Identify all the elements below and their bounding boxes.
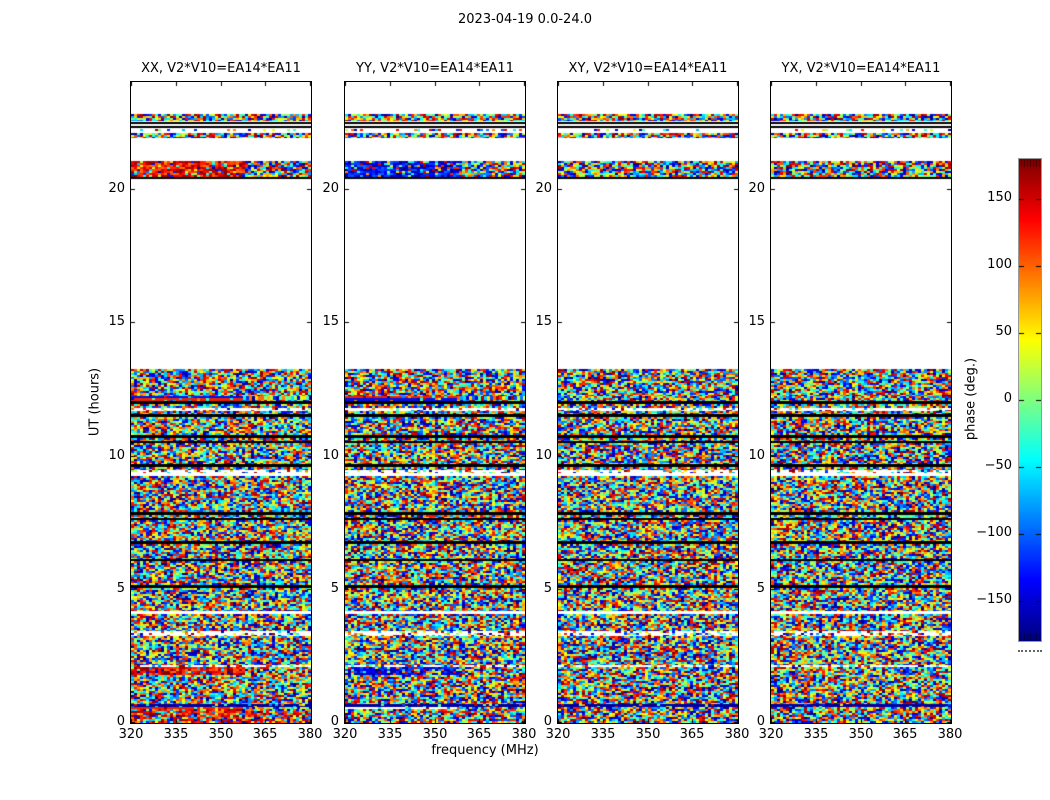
x-tick-label: 335	[590, 727, 616, 742]
y-tick-label: 5	[543, 581, 552, 596]
colorbar-extend-marks	[1018, 650, 1042, 652]
x-tick-label: 335	[377, 727, 403, 742]
x-tick-label: 335	[803, 727, 829, 742]
x-tick-label: 365	[252, 727, 278, 742]
heatmap-XY	[558, 82, 738, 723]
y-tick-label: 15	[108, 314, 125, 329]
heatmap-YX	[771, 82, 951, 723]
y-tick-label: 20	[108, 181, 125, 196]
colorbar-tick-label: 150	[987, 190, 1012, 205]
panel-title-XX: XX, V2*V10=EA14*EA11	[141, 61, 301, 76]
x-tick-label: 350	[848, 727, 874, 742]
colorbar-tick-label: 100	[987, 257, 1012, 272]
colorbar-tick-label: −150	[976, 592, 1012, 607]
y-tick-label: 0	[756, 714, 765, 729]
y-tick-label: 15	[535, 314, 552, 329]
x-tick-label: 380	[724, 727, 750, 742]
colorbar-tick-label: 0	[1003, 391, 1012, 406]
x-tick-label: 350	[635, 727, 661, 742]
x-tick-label: 365	[679, 727, 705, 742]
y-tick-label: 15	[322, 314, 339, 329]
y-tick-label: 20	[535, 181, 552, 196]
y-tick-label: 0	[116, 714, 125, 729]
heatmap-XX	[131, 82, 311, 723]
panel-XY	[557, 81, 739, 724]
y-tick-label: 0	[330, 714, 339, 729]
y-tick-label: 10	[322, 448, 339, 463]
y-tick-label: 20	[322, 181, 339, 196]
x-tick-label: 380	[297, 727, 323, 742]
x-tick-label: 320	[545, 727, 571, 742]
x-tick-label: 365	[466, 727, 492, 742]
x-tick-label: 380	[937, 727, 963, 742]
x-tick-label: 350	[208, 727, 234, 742]
colorbar-tick-label: 50	[995, 324, 1012, 339]
y-tick-label: 10	[535, 448, 552, 463]
y-tick-label: 5	[756, 581, 765, 596]
y-tick-label: 0	[543, 714, 552, 729]
y-tick-label: 10	[108, 448, 125, 463]
figure-title: 2023-04-19 0.0-24.0	[458, 12, 592, 27]
x-tick-label: 380	[511, 727, 537, 742]
x-tick-label: 365	[892, 727, 918, 742]
y-tick-label: 10	[748, 448, 765, 463]
x-tick-label: 320	[118, 727, 144, 742]
colorbar-tick-label: −50	[984, 458, 1012, 473]
y-tick-label: 15	[748, 314, 765, 329]
panel-title-YY: YY, V2*V10=EA14*EA11	[356, 61, 514, 76]
y-tick-label: 20	[748, 181, 765, 196]
x-axis-label: frequency (MHz)	[431, 743, 539, 758]
panel-title-YX: YX, V2*V10=EA14*EA11	[781, 61, 941, 76]
panel-title-XY: XY, V2*V10=EA14*EA11	[568, 61, 728, 76]
colorbar-tick-label: −100	[976, 525, 1012, 540]
x-tick-label: 320	[332, 727, 358, 742]
panel-XX	[130, 81, 312, 724]
x-tick-label: 335	[163, 727, 189, 742]
panel-YY	[344, 81, 526, 724]
y-tick-label: 5	[116, 581, 125, 596]
x-tick-label: 350	[422, 727, 448, 742]
x-tick-label: 320	[758, 727, 784, 742]
y-tick-label: 5	[330, 581, 339, 596]
panel-YX	[770, 81, 952, 724]
heatmap-YY	[345, 82, 525, 723]
colorbar	[1018, 158, 1042, 642]
